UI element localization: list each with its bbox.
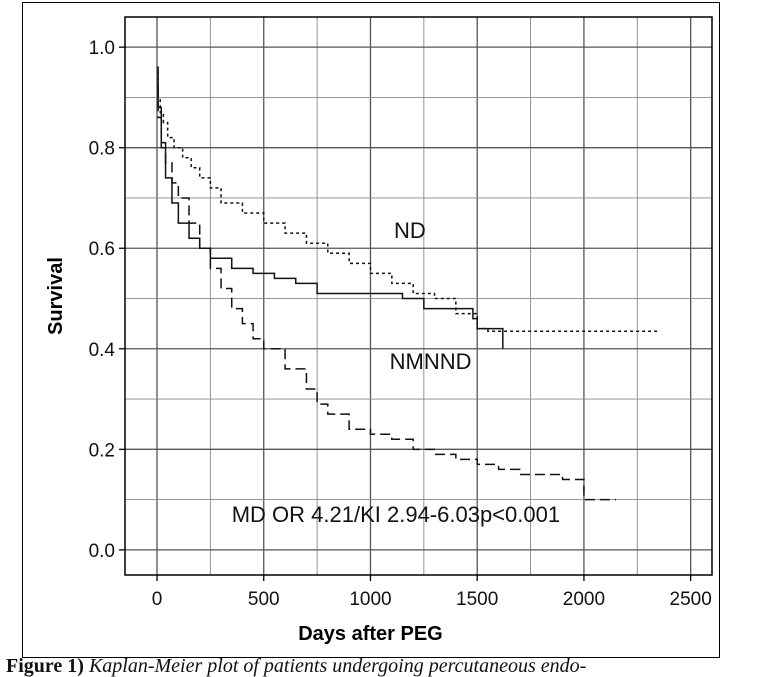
y-tick-label: 0.0 — [89, 541, 115, 562]
x-tick-label: 1000 — [349, 589, 391, 610]
y-axis-title: Survival — [45, 257, 67, 335]
y-tick-label: 0.8 — [89, 139, 115, 160]
y-tick-label: 0.2 — [89, 440, 115, 461]
series-group — [157, 66, 659, 501]
figure-frame — [22, 2, 720, 658]
annotation-label: NMNND — [390, 349, 472, 374]
plot-area — [124, 16, 713, 576]
series-line-nmnnd — [157, 66, 504, 349]
series-line-md — [157, 86, 616, 501]
x-tick-label: 2000 — [563, 589, 605, 610]
y-tick-label: 0.4 — [89, 340, 116, 361]
axis-ticks: 0 500 1000 1500 2000 2500 0.0 0.2 0.4 0.6 0.8 1.0 — [89, 38, 712, 610]
x-tick-label: 1500 — [456, 589, 498, 610]
kaplan-meier-chart: 0 500 1000 1500 2000 2500 0.0 0.2 0.4 0.6 0.8 1.0 S… — [45, 16, 713, 645]
y-tick-label: 0.6 — [89, 239, 115, 260]
annotation-label: ND — [394, 218, 426, 243]
grid — [125, 17, 712, 575]
figure-caption: Figure 1) Kaplan-Meier plot of patients … — [0, 655, 774, 677]
x-tick-label: 0 — [152, 589, 163, 610]
annotation-label: MD OR 4.21/KI 2.94-6.03p<0.001 — [232, 502, 560, 527]
x-axis-title: Days after PEG — [298, 623, 443, 645]
caption-text: Kaplan-Meier plot of patients undergoing… — [88, 655, 587, 677]
y-tick-label: 1.0 — [89, 38, 115, 59]
figure-label: Figure 1) — [6, 655, 84, 677]
x-tick-label: 2500 — [670, 589, 712, 610]
series-line-nd — [157, 71, 659, 332]
annotations: ND NMNND MD OR 4.21/KI 2.94-6.03p<0.001 — [232, 218, 560, 527]
x-tick-label: 500 — [248, 589, 280, 610]
